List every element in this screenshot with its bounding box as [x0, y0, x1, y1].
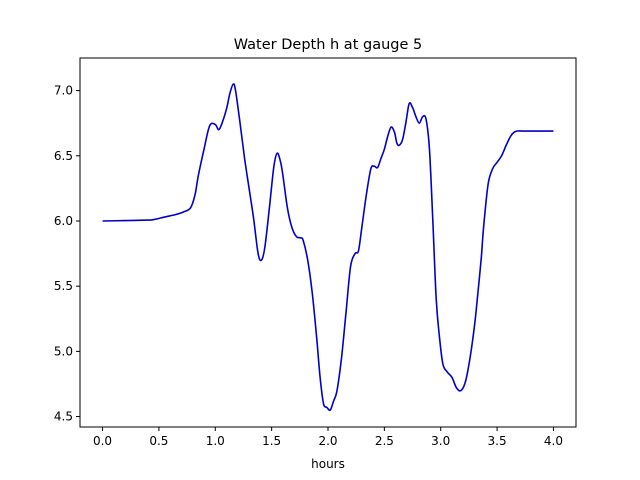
- x-tick-label: 3.5: [488, 434, 507, 448]
- y-tick-label: 5.0: [54, 344, 73, 358]
- y-tick-label: 7.0: [54, 84, 73, 98]
- y-tick-label: 4.5: [54, 410, 73, 424]
- plot-area: [79, 57, 577, 428]
- series-line: [102, 83, 554, 412]
- x-tick-label: 1.0: [206, 434, 225, 448]
- x-tick-label: 4.0: [544, 434, 563, 448]
- x-tick-label: 1.5: [262, 434, 281, 448]
- chart-title: Water Depth h at gauge 5: [234, 37, 422, 53]
- x-tick-label: 3.0: [431, 434, 450, 448]
- y-tick-label: 6.0: [54, 214, 73, 228]
- x-tick-label: 2.5: [375, 434, 394, 448]
- x-tick-label: 0.0: [93, 434, 112, 448]
- x-axis-label: hours: [311, 457, 345, 471]
- y-tick-label: 5.5: [54, 279, 73, 293]
- y-axis: 4.5 5.0 5.5 6.0 6.5 7.0: [54, 84, 80, 424]
- x-axis: 0.0 0.5 1.0 1.5 2.0 2.5 3.0 3.5 4.0: [93, 427, 563, 448]
- y-tick-label: 6.5: [54, 149, 73, 163]
- x-tick-label: 2.0: [318, 434, 337, 448]
- x-tick-label: 0.5: [149, 434, 168, 448]
